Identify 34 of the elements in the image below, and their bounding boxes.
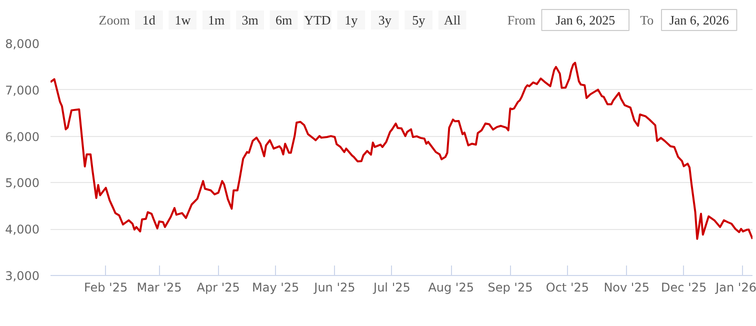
x-tick-label: Oct '25: [546, 280, 590, 294]
x-tick-label: Mar '25: [136, 280, 182, 294]
x-tick-label: Dec '25: [661, 280, 707, 294]
x-tick-label: Jul '25: [372, 280, 410, 294]
x-tick-label: Jun '25: [313, 280, 356, 294]
line-series: [50, 62, 752, 240]
text: 5y: [412, 12, 426, 28]
text: 1d: [142, 12, 156, 28]
text: To: [640, 12, 654, 28]
text: 6m: [275, 12, 292, 28]
y-tick-label: 8,000: [5, 37, 40, 51]
text: YTD: [304, 12, 331, 28]
text: From: [507, 12, 536, 28]
text: Jan 6, 2026: [669, 12, 730, 28]
text: 3y: [378, 12, 392, 28]
text: All: [444, 12, 461, 28]
y-tick-label: 6,000: [5, 130, 40, 144]
x-tick-label: May '25: [252, 280, 300, 294]
x-tick-label: Feb '25: [84, 280, 128, 294]
x-tick-label: Aug '25: [428, 280, 474, 294]
y-tick-label: 5,000: [5, 176, 40, 190]
x-tick-label: Sep '25: [488, 280, 533, 294]
text: 1w: [174, 12, 192, 28]
x-tick-label: Nov '25: [604, 280, 650, 294]
x-tick-label: Apr '25: [196, 280, 240, 294]
text: Zoom: [98, 12, 130, 28]
text: 3m: [242, 12, 258, 28]
y-tick-label: 4,000: [5, 222, 40, 237]
text: 1y: [344, 12, 358, 28]
text: 1m: [208, 12, 225, 28]
y-tick-label: 7,000: [5, 83, 40, 98]
x-tick-label: Jan '26: [714, 280, 756, 294]
y-tick-label: 3,000: [5, 269, 40, 283]
text: Jan 6, 2025: [556, 12, 616, 28]
